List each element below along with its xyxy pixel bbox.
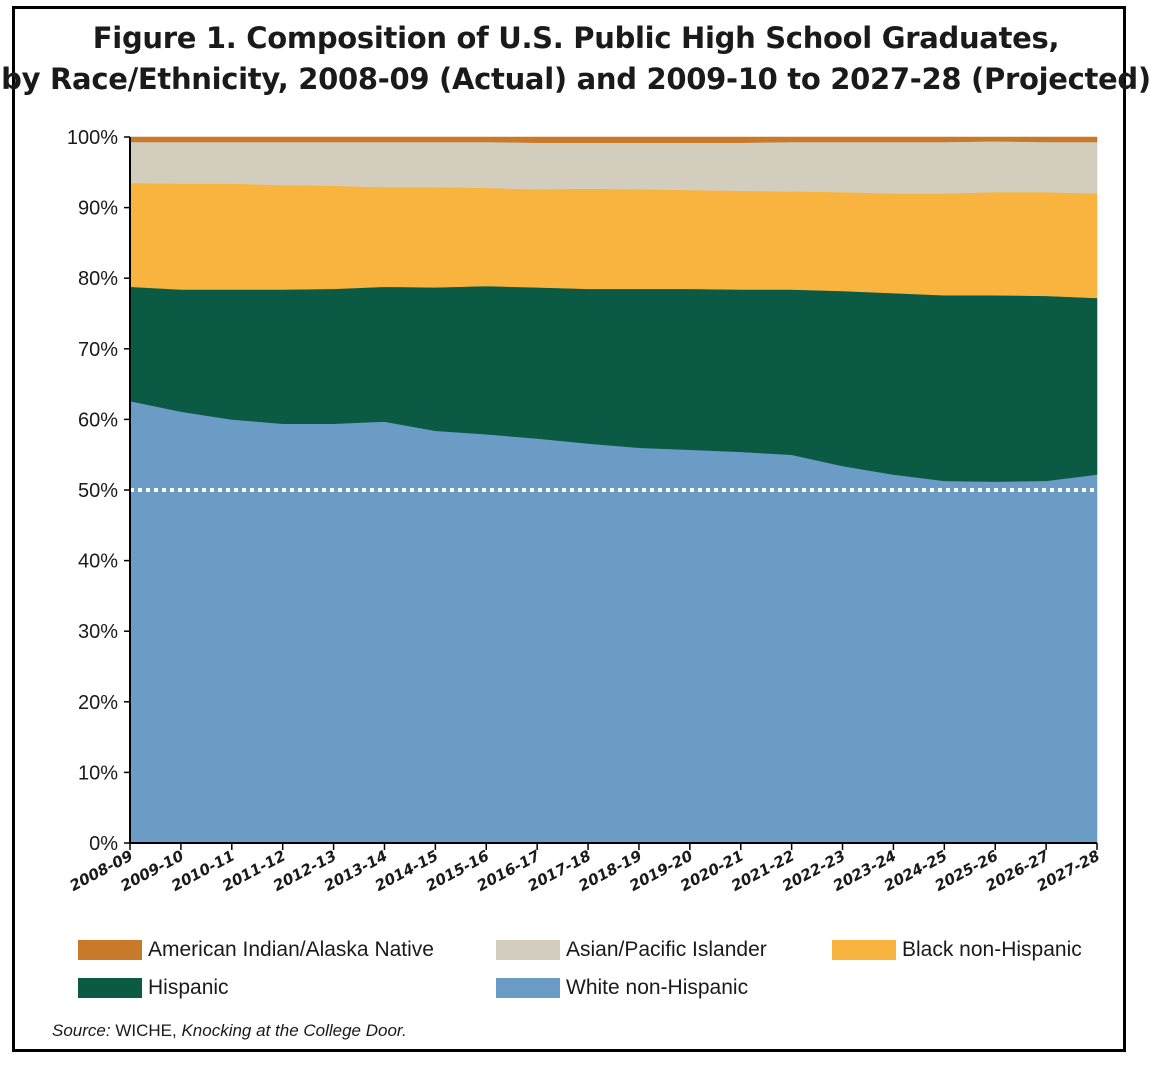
legend-item: American Indian/Alaska Native	[78, 938, 434, 962]
legend-label: American Indian/Alaska Native	[148, 938, 434, 961]
y-tick-label: 70%	[78, 339, 118, 361]
legend-swatch	[832, 940, 896, 960]
y-tick-label: 20%	[78, 692, 118, 714]
y-tick-label: 40%	[78, 551, 118, 573]
y-tick-label: 10%	[78, 762, 118, 784]
legend-label: Hispanic	[148, 976, 229, 999]
chart-title: Figure 1. Composition of U.S. Public Hig…	[0, 18, 1152, 100]
legend-item: White non-Hispanic	[496, 976, 748, 1000]
area-american-indian-alaska-native	[129, 136, 1098, 143]
legend-label: Black non-Hispanic	[902, 938, 1082, 961]
legend-swatch	[78, 940, 142, 960]
legend-label: White non-Hispanic	[566, 976, 749, 999]
source-note: Source: WICHE, Knocking at the College D…	[52, 1021, 407, 1041]
source-label: Source:	[52, 1021, 111, 1040]
chart-title-line-2: by Race/Ethnicity, 2008-09 (Actual) and …	[1, 62, 1151, 96]
legend-label: Asian/Pacific Islander	[566, 938, 767, 961]
source-org: WICHE,	[115, 1021, 177, 1040]
chart-legend: American Indian/Alaska Native Asian/Pacif…	[78, 938, 1108, 1018]
y-tick-label: 80%	[78, 268, 118, 290]
y-tick-label: 90%	[78, 198, 118, 220]
y-tick-label: 50%	[78, 480, 118, 502]
legend-swatch	[496, 978, 560, 998]
y-tick-label: 100%	[67, 127, 118, 149]
area-black-non-hispanic	[129, 182, 1098, 299]
chart-title-line-1: Figure 1. Composition of U.S. Public Hig…	[92, 21, 1060, 55]
legend-swatch	[496, 940, 560, 960]
y-tick-label: 30%	[78, 621, 118, 643]
source-publication: Knocking at the College Door.	[181, 1021, 407, 1040]
legend-swatch	[78, 978, 142, 998]
y-tick-label: 0%	[89, 833, 118, 855]
y-tick-label: 60%	[78, 409, 118, 431]
legend-item: Asian/Pacific Islander	[496, 938, 767, 962]
stacked-area-chart: 0%10%20%30%40%50%60%70%80%90%100%2008-09…	[67, 127, 1103, 895]
legend-item: Hispanic	[78, 976, 229, 1000]
legend-item: Black non-Hispanic	[832, 938, 1082, 962]
